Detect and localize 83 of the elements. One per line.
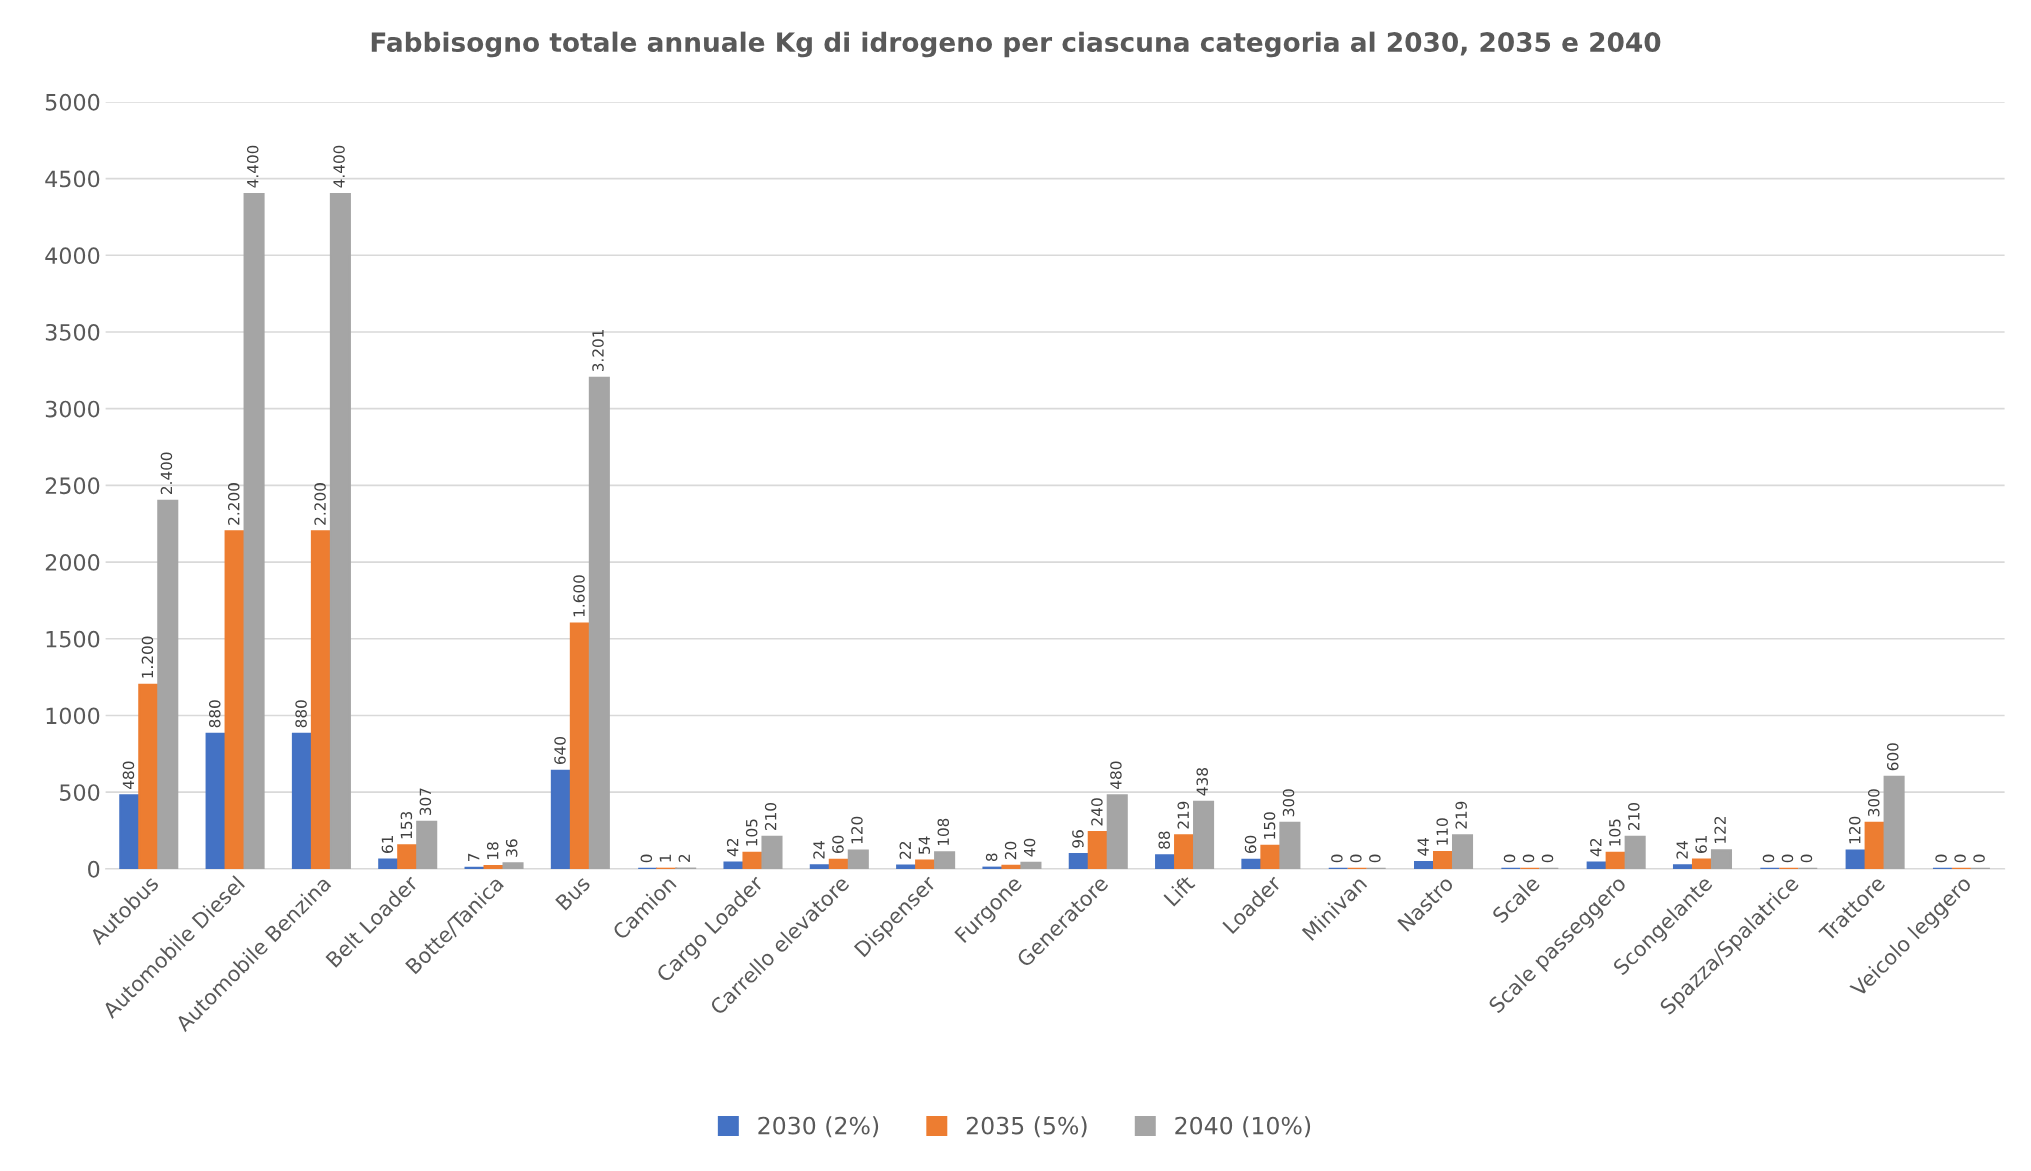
data-label: 3.201 xyxy=(592,329,604,372)
data-label: 60 xyxy=(832,835,844,854)
data-label: 0 xyxy=(1541,854,1554,863)
data-label: 40 xyxy=(1023,838,1036,857)
y-tick-label: 1500 xyxy=(46,630,100,648)
data-label: 42 xyxy=(726,838,739,857)
y-tick-label: 0 xyxy=(88,860,100,878)
data-label: 42 xyxy=(1590,838,1602,857)
y-tick-label: 500 xyxy=(60,784,100,801)
data-label: 2.200 xyxy=(227,483,240,525)
chart-title: Fabbisogno totale annuale Kg di idrogeno per ciascuna categoria al 2030, 2035 e 2040 xyxy=(371,31,1661,58)
data-label: 60 xyxy=(1244,835,1257,854)
data-label: 438 xyxy=(1196,768,1208,796)
data-label: 880 xyxy=(208,700,221,728)
data-label: 0 xyxy=(1350,854,1362,863)
data-label: 219 xyxy=(1177,801,1190,829)
data-label: 0 xyxy=(1331,854,1343,863)
data-label: 0 xyxy=(640,854,653,863)
data-label: 0 xyxy=(1935,854,1947,863)
data-label: 640 xyxy=(554,737,566,765)
data-label: 307 xyxy=(419,788,432,816)
data-label: 61 xyxy=(381,835,394,853)
data-label: 61 xyxy=(1695,835,1707,853)
data-label: 480 xyxy=(122,761,135,789)
data-label: 219 xyxy=(1455,801,1467,829)
y-tick-label: 4000 xyxy=(45,247,100,265)
data-label: 240 xyxy=(1091,798,1103,826)
data-label: 4.400 xyxy=(333,145,345,188)
x-tick-label: Bus xyxy=(555,874,592,911)
data-label: 0 xyxy=(1369,854,1381,863)
data-label: 880 xyxy=(295,700,307,728)
y-tick-label: 3000 xyxy=(45,400,100,418)
data-label: 300 xyxy=(1868,789,1880,817)
data-label: 96 xyxy=(1072,830,1084,848)
data-label: 54 xyxy=(918,836,931,854)
x-tick-label: Lift xyxy=(1163,874,1196,907)
data-label: 24 xyxy=(813,841,825,859)
data-label: 24 xyxy=(1676,841,1688,859)
data-label: 105 xyxy=(745,819,758,846)
data-label: 7 xyxy=(468,853,480,861)
y-tick-label: 1000 xyxy=(46,707,100,725)
legend-label: 2040 (10%) xyxy=(1175,1116,1311,1138)
data-label: 300 xyxy=(1282,789,1295,817)
data-label: 0 xyxy=(1522,854,1535,863)
data-label: 122 xyxy=(1714,816,1726,843)
data-label: 110 xyxy=(1436,818,1448,845)
data-label: 8 xyxy=(985,853,998,862)
data-label: 153 xyxy=(400,811,413,839)
data-label: 0 xyxy=(1762,854,1775,863)
y-tick-label: 3500 xyxy=(45,323,100,341)
data-label: 2.400 xyxy=(160,452,173,495)
y-tick-label: 2000 xyxy=(45,554,100,571)
data-label: 20 xyxy=(1004,841,1017,860)
data-label: 0 xyxy=(1954,854,1966,863)
data-label: 44 xyxy=(1417,837,1429,856)
data-label: 1 xyxy=(659,854,671,862)
data-label: 150 xyxy=(1263,812,1276,839)
data-label: 480 xyxy=(1110,761,1122,789)
data-label: 22 xyxy=(899,842,911,859)
data-label: 36 xyxy=(505,839,518,857)
y-tick-label: 4500 xyxy=(45,170,100,188)
data-label: 2.200 xyxy=(314,483,326,525)
y-tick-label: 5000 xyxy=(45,93,100,111)
data-label: 0 xyxy=(1781,854,1794,863)
data-label: 600 xyxy=(1886,743,1899,771)
y-tick-label: 2500 xyxy=(45,477,100,495)
data-label: 4.400 xyxy=(246,145,259,188)
data-label: 2 xyxy=(678,854,690,862)
data-label: 105 xyxy=(1609,819,1621,846)
data-label: 0 xyxy=(1973,854,1985,863)
data-label: 18 xyxy=(486,842,499,859)
data-label: 210 xyxy=(1628,802,1640,830)
data-label: 120 xyxy=(1849,816,1861,844)
data-label: 108 xyxy=(937,818,950,846)
legend-label: 2035 (5%) xyxy=(966,1116,1087,1138)
legend-label: 2030 (2%) xyxy=(758,1116,879,1138)
data-label: 88 xyxy=(1158,831,1171,849)
data-label: 0 xyxy=(1503,854,1516,863)
data-label: 120 xyxy=(851,816,863,844)
data-label: 210 xyxy=(764,802,777,830)
data-label: 0 xyxy=(1800,854,1813,863)
data-label: 1.600 xyxy=(573,575,585,617)
data-label: 1.200 xyxy=(141,636,154,678)
